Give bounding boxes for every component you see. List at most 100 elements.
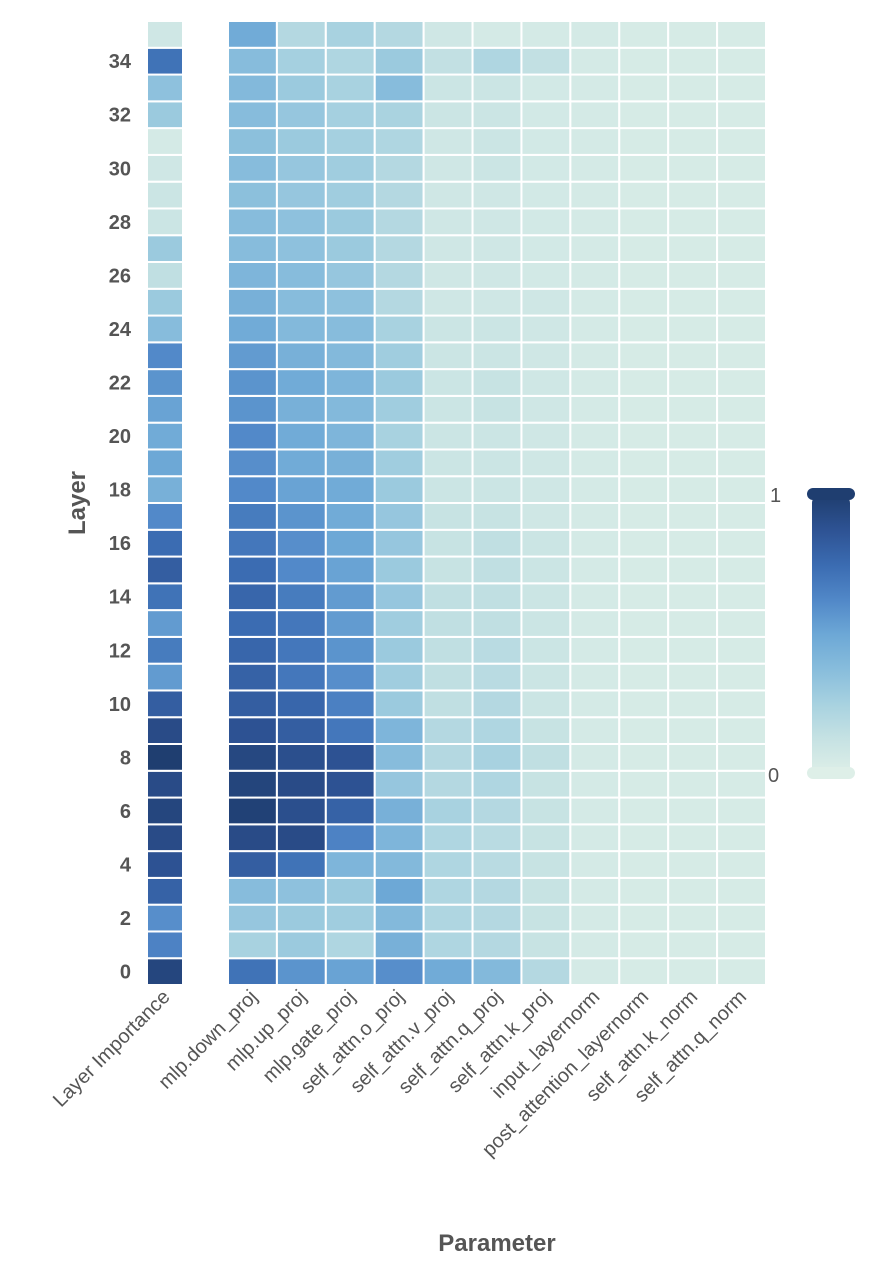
heatmap-cell	[667, 743, 719, 772]
heatmap-cell	[716, 368, 768, 397]
heatmap-cell	[520, 743, 572, 772]
heatmap-cell	[520, 769, 572, 799]
heatmap-cell	[422, 743, 474, 772]
heatmap-cell	[716, 716, 768, 745]
heatmap-cell	[275, 635, 327, 665]
heatmap-cell	[569, 930, 621, 960]
heatmap-cell	[520, 528, 572, 558]
heatmap-cell	[373, 341, 425, 371]
heatmap-cell	[618, 394, 670, 424]
heatmap-cell	[227, 528, 278, 558]
heatmap-cell	[618, 20, 670, 49]
heatmap-cell	[569, 127, 621, 156]
heatmap-cell	[520, 502, 572, 531]
importance-cell	[146, 341, 184, 371]
heatmap-cell	[667, 475, 719, 505]
y-axis-title: Layer	[64, 471, 91, 535]
importance-cell	[146, 957, 184, 986]
heatmap-cell	[667, 582, 719, 612]
heatmap-cell	[324, 180, 376, 210]
heatmap-cell	[373, 475, 425, 505]
heatmap-cell	[227, 20, 278, 49]
heatmap-cell	[275, 341, 327, 371]
heatmap-cell	[471, 555, 523, 585]
heatmap-grid	[227, 20, 768, 986]
heatmap-cell	[324, 662, 376, 692]
heatmap-cell	[373, 127, 425, 156]
heatmap-cell	[569, 46, 621, 76]
y-tick-label: 26	[109, 265, 131, 287]
heatmap-cell	[373, 957, 425, 986]
heatmap-cell	[324, 394, 376, 424]
heatmap-cell	[275, 475, 327, 505]
y-tick-label: 0	[120, 962, 131, 984]
y-tick-label: 8	[120, 747, 131, 769]
heatmap-cell	[471, 475, 523, 505]
heatmap-cell	[618, 876, 670, 906]
heatmap-cell	[569, 635, 621, 665]
heatmap-cell	[324, 555, 376, 585]
heatmap-cell	[716, 100, 768, 130]
heatmap-cell	[373, 876, 425, 906]
heatmap-cell	[667, 448, 719, 478]
heatmap-cell	[569, 421, 621, 451]
heatmap-cell	[227, 903, 278, 933]
heatmap-cell	[471, 930, 523, 960]
heatmap-cell	[618, 903, 670, 933]
x-axis-ticks: Layer Importancemlp.down_projmlp.up_proj…	[49, 986, 751, 1161]
y-tick-label: 28	[109, 212, 131, 234]
heatmap-cell	[520, 261, 572, 290]
heatmap-cell	[422, 314, 474, 344]
heatmap-cell	[373, 180, 425, 210]
heatmap-cell	[471, 582, 523, 612]
heatmap-cell	[422, 796, 474, 826]
importance-cell	[146, 207, 184, 237]
heatmap-cell	[667, 341, 719, 371]
importance-cell	[146, 582, 184, 612]
heatmap-cell	[569, 689, 621, 719]
heatmap-cell	[227, 502, 278, 531]
heatmap-cell	[275, 769, 327, 799]
heatmap-cell	[227, 127, 278, 156]
heatmap-cell	[667, 850, 719, 879]
heatmap-cell	[520, 46, 572, 76]
heatmap-cell	[422, 850, 474, 879]
heatmap-cell	[373, 261, 425, 290]
importance-cell	[146, 850, 184, 879]
heatmap-cell	[716, 850, 768, 879]
heatmap-cell	[716, 73, 768, 103]
heatmap-cell	[716, 876, 768, 906]
heatmap-cell	[618, 716, 670, 745]
heatmap-cell	[667, 689, 719, 719]
heatmap-cell	[618, 609, 670, 638]
heatmap-cell	[422, 528, 474, 558]
heatmap-cell	[716, 341, 768, 371]
importance-cell	[146, 635, 184, 665]
heatmap-cell	[227, 609, 278, 638]
importance-cell	[146, 475, 184, 505]
heatmap-cell	[667, 876, 719, 906]
heatmap-cell	[373, 207, 425, 237]
heatmap-cell	[520, 582, 572, 612]
y-tick-label: 12	[109, 640, 131, 662]
heatmap-cell	[422, 823, 474, 853]
heatmap-cell	[520, 180, 572, 210]
heatmap-cell	[520, 341, 572, 371]
heatmap-cell	[471, 261, 523, 290]
heatmap-cell	[569, 609, 621, 638]
heatmap-cell	[227, 743, 278, 772]
heatmap-cell	[324, 287, 376, 317]
heatmap-cell	[275, 287, 327, 317]
heatmap-cell	[569, 448, 621, 478]
heatmap-cell	[422, 127, 474, 156]
heatmap-cell	[275, 180, 327, 210]
heatmap-cell	[716, 689, 768, 719]
heatmap-cell	[569, 100, 621, 130]
heatmap-cell	[618, 823, 670, 853]
importance-cell	[146, 394, 184, 424]
heatmap-cell	[667, 957, 719, 986]
heatmap-cell	[471, 635, 523, 665]
heatmap-cell	[618, 287, 670, 317]
heatmap-cell	[373, 394, 425, 424]
heatmap-cell	[471, 662, 523, 692]
